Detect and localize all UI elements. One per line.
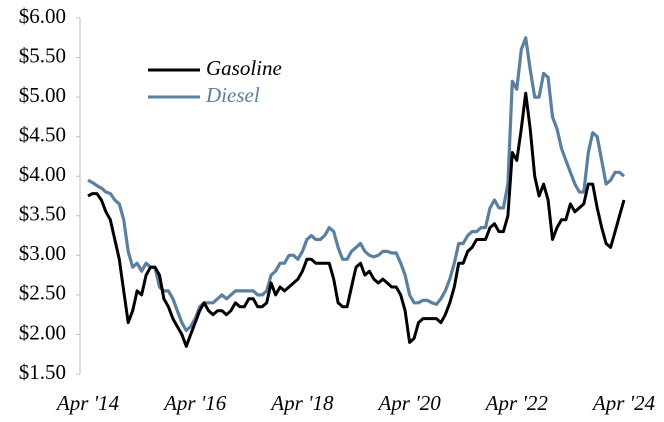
y-tick-label: $2.00 [19, 320, 66, 344]
x-tick-label: Apr '20 [376, 391, 441, 415]
y-tick-label: $3.00 [19, 241, 66, 265]
y-tick-label: $1.50 [19, 360, 66, 384]
legend-label: Diesel [205, 83, 260, 107]
x-tick-label: Apr '24 [591, 391, 656, 415]
y-tick-label: $5.50 [19, 43, 66, 67]
x-tick-label: Apr '18 [269, 391, 334, 415]
y-tick-label: $5.00 [19, 83, 66, 107]
y-tick-label: $2.50 [19, 281, 66, 305]
x-tick-label: Apr '14 [55, 391, 120, 415]
y-tick-label: $6.00 [19, 4, 66, 28]
y-tick-label: $3.50 [19, 202, 66, 226]
x-tick-label: Apr '16 [162, 391, 227, 415]
x-tick-label: Apr '22 [484, 391, 549, 415]
y-tick-label: $4.00 [19, 162, 66, 186]
legend-label: Gasoline [206, 56, 282, 80]
y-tick-label: $4.50 [19, 122, 66, 146]
line-0 [87, 91, 626, 348]
line-1 [87, 36, 626, 333]
